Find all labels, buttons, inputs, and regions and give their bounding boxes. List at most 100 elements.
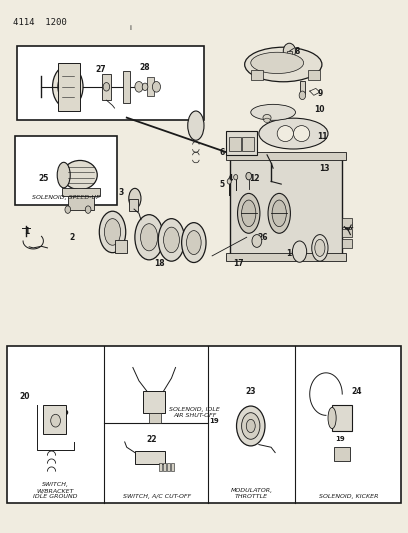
Text: 24: 24	[351, 387, 362, 396]
Text: 25: 25	[38, 174, 49, 183]
Text: 4114  1200: 4114 1200	[13, 18, 67, 27]
Ellipse shape	[259, 118, 328, 149]
Bar	[171, 463, 174, 471]
Bar	[167, 463, 170, 471]
Ellipse shape	[57, 163, 70, 188]
Ellipse shape	[237, 193, 260, 233]
Text: 18: 18	[154, 260, 164, 268]
Ellipse shape	[251, 52, 304, 74]
Ellipse shape	[245, 47, 322, 82]
Circle shape	[51, 414, 60, 427]
Ellipse shape	[158, 219, 185, 261]
Ellipse shape	[328, 407, 336, 429]
Circle shape	[65, 206, 71, 213]
Ellipse shape	[104, 219, 121, 245]
Bar	[7, 346, 401, 503]
Text: 19: 19	[59, 410, 69, 416]
Bar	[62, 188, 100, 196]
Bar	[17, 46, 204, 120]
Bar	[342, 239, 353, 248]
Ellipse shape	[251, 104, 295, 120]
Bar	[43, 405, 66, 434]
Bar	[124, 71, 130, 103]
Text: i: i	[130, 25, 132, 31]
Ellipse shape	[242, 413, 260, 439]
Text: 15: 15	[315, 249, 325, 258]
Text: 5: 5	[220, 180, 225, 189]
Text: SWITCH, A/C CUT-OFF: SWITCH, A/C CUT-OFF	[123, 494, 191, 499]
Bar	[229, 138, 241, 151]
Text: 17: 17	[233, 260, 244, 268]
Circle shape	[283, 43, 295, 59]
Text: 10: 10	[315, 105, 325, 114]
Bar	[147, 77, 154, 96]
Ellipse shape	[293, 126, 310, 142]
Ellipse shape	[263, 115, 271, 121]
Text: 26: 26	[258, 233, 268, 242]
Ellipse shape	[268, 193, 290, 233]
Ellipse shape	[182, 223, 206, 263]
Ellipse shape	[58, 72, 78, 101]
Ellipse shape	[164, 227, 180, 253]
Circle shape	[299, 91, 306, 100]
Text: 6: 6	[220, 148, 225, 157]
Text: 21: 21	[154, 392, 164, 401]
Bar	[226, 253, 346, 261]
Text: 20: 20	[20, 392, 30, 401]
Bar	[115, 240, 127, 253]
Text: 3: 3	[118, 188, 123, 197]
Text: 13: 13	[319, 164, 329, 173]
Bar	[226, 131, 257, 155]
Text: 22: 22	[146, 435, 156, 444]
Text: 9: 9	[317, 89, 322, 98]
Text: SOLENOID, IDLE
AIR SHUT-OFF: SOLENOID, IDLE AIR SHUT-OFF	[169, 407, 220, 418]
Bar	[143, 391, 165, 413]
Text: 8: 8	[295, 47, 300, 55]
Bar	[308, 70, 320, 80]
Bar	[332, 405, 353, 431]
Ellipse shape	[315, 239, 325, 256]
Ellipse shape	[63, 160, 97, 190]
Ellipse shape	[186, 231, 201, 255]
Bar	[299, 81, 305, 94]
Text: 23: 23	[246, 387, 256, 396]
Bar	[231, 155, 342, 256]
Text: SOLENOID, KICKER: SOLENOID, KICKER	[319, 494, 378, 499]
Circle shape	[227, 179, 231, 184]
Text: 4: 4	[228, 174, 233, 183]
Ellipse shape	[312, 235, 328, 261]
Bar	[58, 63, 80, 111]
Text: 2: 2	[69, 233, 75, 242]
Text: MODULATOR,
THROTTLE: MODULATOR, THROTTLE	[231, 488, 273, 499]
Circle shape	[142, 83, 148, 91]
Ellipse shape	[135, 215, 163, 260]
Circle shape	[152, 82, 160, 92]
Text: 19: 19	[209, 418, 219, 424]
Circle shape	[234, 174, 238, 180]
Bar	[342, 218, 353, 227]
Ellipse shape	[99, 211, 126, 253]
Bar	[159, 463, 162, 471]
Circle shape	[85, 206, 91, 213]
Ellipse shape	[53, 66, 83, 108]
Text: 7: 7	[195, 118, 201, 127]
Bar	[135, 451, 165, 464]
Circle shape	[246, 172, 252, 180]
Text: 11: 11	[317, 132, 327, 141]
Ellipse shape	[277, 126, 293, 142]
Text: 28: 28	[140, 63, 151, 71]
Circle shape	[103, 83, 110, 91]
Ellipse shape	[293, 241, 307, 262]
Bar	[102, 74, 111, 100]
Bar	[242, 138, 254, 151]
Text: 28: 28	[268, 63, 278, 71]
Ellipse shape	[129, 188, 141, 208]
Bar	[226, 152, 346, 160]
Bar	[68, 196, 94, 209]
Text: 1: 1	[24, 228, 30, 237]
Ellipse shape	[141, 224, 157, 251]
Bar	[163, 463, 166, 471]
Ellipse shape	[188, 111, 204, 140]
Text: 19: 19	[335, 437, 345, 442]
Bar	[342, 229, 353, 237]
